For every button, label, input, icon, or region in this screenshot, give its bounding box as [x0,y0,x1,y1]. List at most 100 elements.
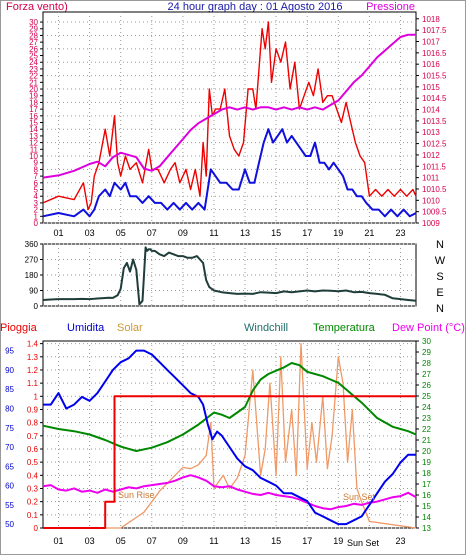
temperature-tick-label: 27 [422,370,431,379]
solar-title: Solar [117,322,143,334]
time-tick-label: 13 [240,536,250,546]
wind-tick-label: 0 [34,219,39,228]
wind-tick-label: 19 [29,92,38,101]
time-tick-label: 15 [271,536,281,546]
time-tick-label: 03 [85,536,95,546]
pressure-tick-label: 1011.5 [422,162,446,171]
temperature-tick-label: 20 [422,447,431,456]
pressure-tick-label: 1009 [422,219,440,228]
rain-tick-label: 0.8 [27,419,39,428]
rain-tick-label: 0.3 [27,484,39,493]
time-tick-label: 09 [178,536,188,546]
time-tick-label: 15 [271,228,281,238]
wind-tick-label: 1 [34,212,39,221]
time-tick-label: 11 [209,536,218,546]
pressure-tick-label: 1014.5 [422,94,447,103]
pressure-tick-label: 1010.5 [422,185,447,194]
wind-axis-title: Forza vento) [6,1,68,13]
rain-tick-label: 0.7 [27,432,39,441]
direction-compass-label: S [436,271,443,283]
rain-tick-label: 1.1 [27,379,39,388]
humidity-tick-label: 90 [5,366,14,375]
humidity-line [43,349,416,526]
wind-tick-label: 13 [29,132,38,141]
pressure-tick-label: 1015.5 [422,72,447,81]
sun-rise-label: Sun Rise [118,490,155,500]
rain-tick-label: 1.4 [27,340,39,349]
wind-tick-label: 11 [30,145,39,154]
time-tick-label: 01 [54,228,64,238]
direction-compass-label: E [436,287,443,299]
time-tick-label: 17 [302,228,312,238]
temperature-tick-label: 30 [422,337,431,346]
direction-tick-label: 0 [34,302,39,311]
rain-tick-label: 1.2 [27,366,39,375]
temperature-tick-label: 29 [422,348,431,357]
dewpoint-title: Dew Point (°C) [392,322,465,334]
time-tick-label: 11 [209,228,218,238]
humidity-tick-label: 70 [5,443,14,452]
direction-tick-label: 90 [29,287,38,296]
rain-tick-label: 0.9 [27,405,39,414]
time-tick-label: 05 [116,536,126,546]
temperature-tick-label: 26 [422,381,431,390]
wind-tick-label: 24 [29,58,38,67]
wind-avg-line [42,128,417,218]
wind-tick-label: 15 [29,119,38,128]
direction-tick-label: 180 [25,271,39,280]
temperature-tick-label: 13 [422,524,431,533]
pressure-axis-title: Pressione [366,1,415,13]
rain-tick-label: 1 [34,392,39,401]
time-tick-label: 17 [302,536,312,546]
temperature-tick-label: 23 [422,414,431,423]
rain-line [43,395,416,529]
temperature-tick-label: 17 [422,480,431,489]
wind-tick-label: 7 [34,172,39,181]
pressure-tick-label: 1017 [422,37,440,46]
wind-tick-label: 28 [29,31,38,40]
time-tick-label: 13 [240,228,250,238]
pressure-tick-label: 1012 [422,151,440,160]
wind-tick-label: 5 [34,186,39,195]
temperature-tick-label: 22 [422,425,431,434]
rain-tick-label: 0 [34,524,39,533]
wind-pressure-panel: 0123456789101112131415161718192021222324… [29,11,447,238]
time-tick-label: 21 [364,228,374,238]
rain-tick-label: 0.1 [27,511,39,520]
sun-set-axis-label: Sun Set [347,538,380,548]
humidity-tick-label: 50 [5,520,14,529]
humidity-tick-label: 80 [5,404,14,413]
time-tick-label: 23 [395,228,405,238]
wind-tick-label: 8 [34,165,39,174]
rain-tick-label: 0.6 [27,445,39,454]
pressure-tick-label: 1017.5 [422,26,447,35]
rain-axis-title: Pioggia [0,322,38,334]
time-tick-label: 23 [395,536,405,546]
humidity-tick-label: 65 [5,462,14,471]
humidity-axis-title: Umidita [67,322,105,334]
time-tick-label: 19 [333,536,343,546]
windchill-title: Windchill [244,322,288,334]
wind-tick-label: 18 [29,98,38,107]
wind-tick-label: 4 [34,192,39,201]
pressure-tick-label: 1018 [422,15,440,24]
humidity-tick-label: 85 [5,385,14,394]
pressure-tick-label: 1011 [422,174,440,183]
direction-tick-label: 270 [25,256,39,265]
wind-tick-label: 14 [29,125,38,134]
wind-tick-label: 29 [29,25,38,34]
wind-tick-label: 16 [29,112,38,121]
wind-tick-label: 25 [29,52,38,61]
temperature-tick-label: 21 [422,436,431,445]
dewpoint-line [42,474,417,511]
rain-tick-label: 0.4 [27,471,39,480]
humidity-temperature-panel: 50 55 60 65 70 75 80 85 90 95 0 0.1 0.2 0.3 0.4 0.5 0.6… [5,337,431,548]
wind-tick-label: 26 [29,45,38,54]
rain-tick-label: 0.2 [27,498,39,507]
wind-tick-label: 20 [29,85,38,94]
wind-tick-label: 27 [29,38,38,47]
time-tick-label: 09 [178,228,188,238]
pressure-tick-label: 1014 [422,106,440,115]
